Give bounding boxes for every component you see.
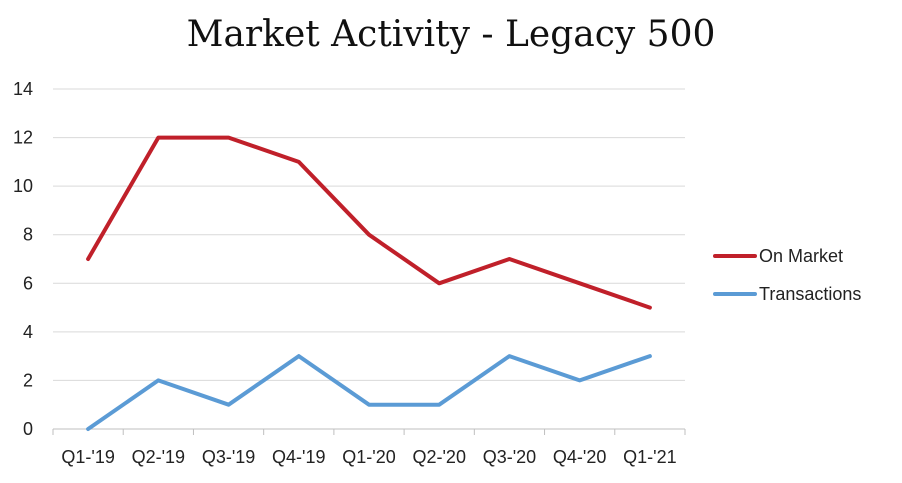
x-tick-label: Q1-'19 — [61, 447, 114, 467]
y-tick-label: 2 — [23, 370, 33, 390]
y-tick-label: 0 — [23, 419, 33, 439]
legend-label: Transactions — [759, 284, 861, 304]
x-tick-label: Q3-'20 — [483, 447, 536, 467]
y-tick-label: 4 — [23, 322, 33, 342]
y-tick-label: 6 — [23, 273, 33, 293]
x-axis: Q1-'19 Q2-'19 Q3-'19 Q4-'19 Q1-'20 Q2-'20 Q3-'… — [52, 428, 686, 467]
x-tick-label: Q4-'20 — [553, 447, 606, 467]
legend: On Market Transactions — [713, 246, 861, 304]
x-tick-label: Q2-'20 — [412, 447, 465, 467]
chart-title: Market Activity - Legacy 500 — [186, 14, 716, 55]
y-tick-label: 10 — [13, 176, 33, 196]
x-tick-label: Q1-'21 — [623, 447, 676, 467]
series-lines — [86, 135, 652, 431]
y-tick-labels: 0 2 4 6 8 10 12 14 — [13, 79, 33, 439]
y-tick-label: 8 — [23, 225, 33, 245]
series-line-on-market — [86, 135, 652, 310]
x-tick-label: Q3-'19 — [202, 447, 255, 467]
y-tick-label: 14 — [13, 79, 33, 99]
x-tick-label: Q2-'19 — [132, 447, 185, 467]
x-tick-label: Q1-'20 — [342, 447, 395, 467]
x-tick-label: Q4-'19 — [272, 447, 325, 467]
y-tick-label: 12 — [13, 128, 33, 148]
legend-label: On Market — [759, 246, 843, 266]
series-line-transactions — [86, 354, 652, 431]
